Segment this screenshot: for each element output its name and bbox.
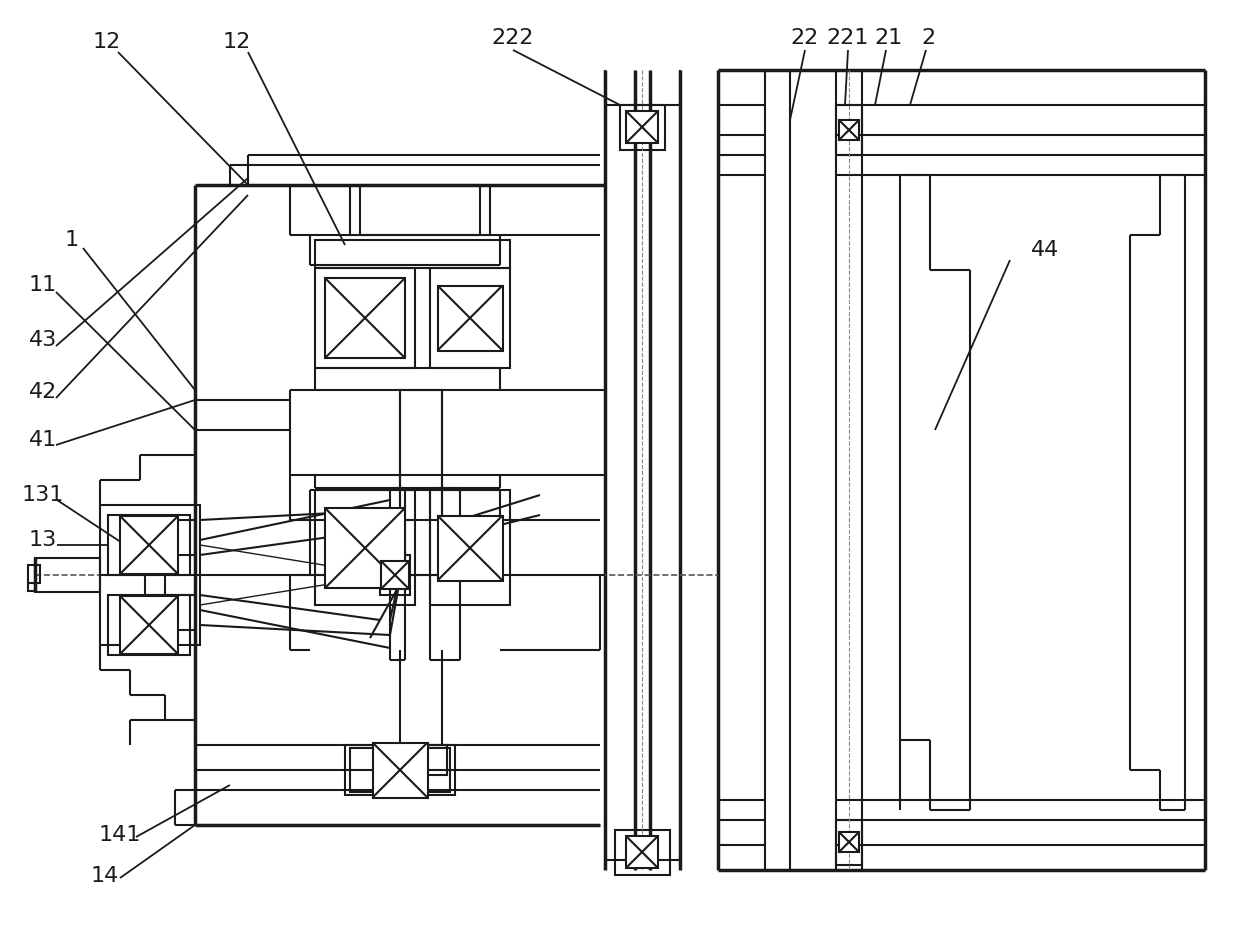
Text: 14: 14 (91, 866, 119, 886)
Text: 44: 44 (1030, 240, 1059, 260)
Bar (345, 745, 455, 795)
Bar (836, 820, 862, 865)
Bar (430, 490, 510, 605)
Text: 42: 42 (29, 382, 57, 402)
Bar (29, 565, 40, 583)
Text: 43: 43 (29, 330, 57, 350)
Bar (438, 516, 502, 580)
Bar (100, 505, 200, 645)
Bar (391, 778, 414, 790)
Text: 1: 1 (64, 230, 79, 250)
Bar (626, 836, 658, 868)
Text: 11: 11 (29, 275, 57, 295)
Text: 221: 221 (827, 28, 869, 48)
Bar (29, 583, 36, 591)
Text: 2: 2 (921, 28, 935, 48)
Bar (325, 278, 405, 358)
Bar (120, 596, 179, 654)
Bar (108, 515, 190, 575)
Bar (401, 390, 441, 575)
Bar (379, 555, 410, 595)
Bar (325, 508, 405, 588)
Bar (315, 490, 415, 605)
Text: 222: 222 (492, 28, 534, 48)
Bar (315, 268, 415, 368)
Text: 131: 131 (22, 485, 64, 505)
Bar (430, 268, 510, 368)
Bar (615, 830, 670, 875)
Bar (836, 105, 862, 155)
Bar (381, 561, 409, 589)
Text: 13: 13 (29, 530, 57, 550)
Text: 21: 21 (874, 28, 903, 48)
Bar (839, 120, 859, 140)
Bar (396, 745, 446, 775)
Text: 141: 141 (99, 825, 141, 845)
Bar (438, 285, 502, 351)
Bar (839, 832, 859, 852)
Bar (620, 105, 665, 150)
Text: 22: 22 (791, 28, 820, 48)
Bar (108, 595, 190, 655)
Bar (120, 516, 179, 574)
Bar (35, 558, 100, 592)
Bar (626, 111, 658, 143)
Bar (350, 748, 450, 792)
Bar (372, 743, 428, 798)
Bar (360, 185, 480, 235)
Bar (315, 240, 510, 268)
Text: 12: 12 (93, 32, 122, 52)
Text: 12: 12 (223, 32, 252, 52)
Text: 41: 41 (29, 430, 57, 450)
